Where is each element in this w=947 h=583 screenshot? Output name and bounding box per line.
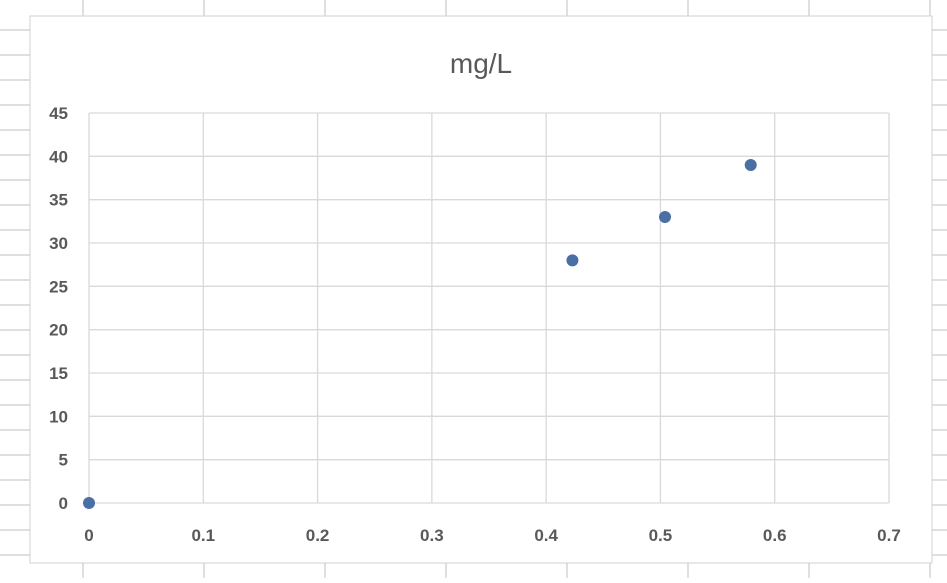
y-tick-label: 45 (49, 104, 68, 123)
data-point[interactable] (659, 211, 671, 223)
y-tick-label: 5 (59, 451, 68, 470)
plot-gridlines (88, 112, 890, 504)
x-tick-label: 0.6 (763, 526, 787, 545)
y-tick-label: 15 (49, 364, 68, 383)
chart-title: mg/L (450, 48, 512, 79)
y-tick-label: 0 (59, 494, 68, 513)
x-tick-label: 0.7 (877, 526, 901, 545)
y-tick-label: 25 (49, 277, 68, 296)
chart-frame[interactable] (29, 15, 933, 564)
y-tick-label: 30 (49, 234, 68, 253)
y-tick-label: 10 (49, 407, 68, 426)
y-axis-tick-labels: 0 5 10 15 20 25 30 35 40 45 (49, 104, 68, 513)
data-point[interactable] (83, 497, 95, 509)
y-tick-label: 35 (49, 191, 68, 210)
x-tick-label: 0.5 (649, 526, 673, 545)
x-tick-label: 0 (84, 526, 93, 545)
x-axis-tick-labels: 0 0.1 0.2 0.3 0.4 0.5 0.6 0.7 (84, 526, 901, 545)
data-point[interactable] (566, 254, 579, 267)
x-tick-label: 0.3 (420, 526, 444, 545)
x-tick-label: 0.1 (191, 526, 215, 545)
x-tick-label: 0.4 (534, 526, 558, 545)
x-tick-label: 0.2 (306, 526, 330, 545)
data-point[interactable] (744, 159, 757, 171)
y-tick-label: 40 (49, 147, 68, 166)
data-points (83, 159, 757, 509)
y-tick-label: 20 (49, 321, 68, 340)
